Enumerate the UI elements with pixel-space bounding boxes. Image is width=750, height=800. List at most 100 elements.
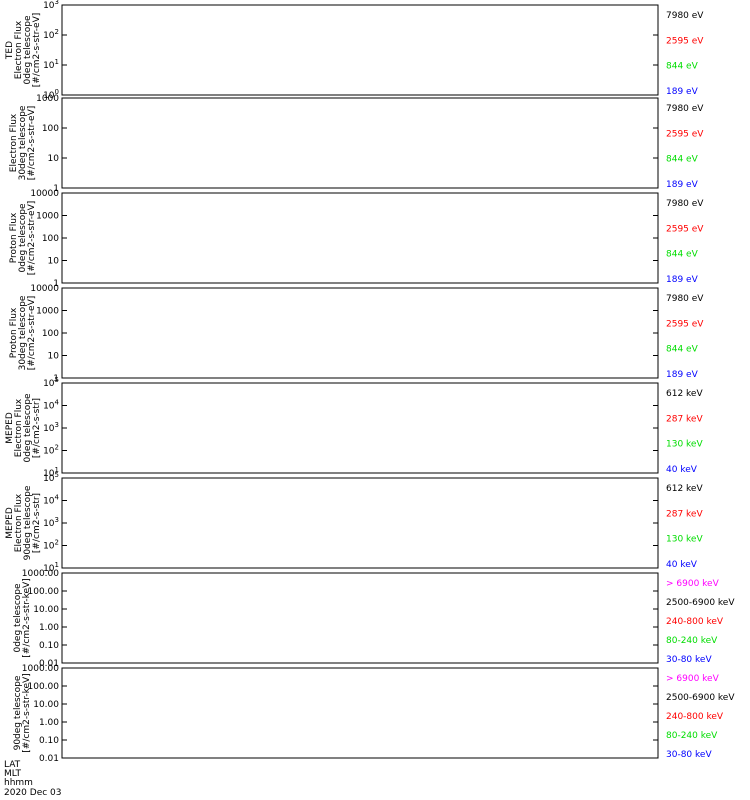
panel-frame [61,572,659,664]
y-tick-label: 1.00 [39,623,59,633]
y-tick-label: 100 [42,329,59,339]
y-tick-label: 0.01 [39,659,59,669]
y-axis-label: Proton Flux [9,212,19,263]
y-tick-label: 101 [43,466,59,479]
legend-entry: 2595 eV [666,36,704,46]
legend-entry: 40 keV [666,465,698,475]
legend-entry: 30-80 keV [666,655,712,665]
y-axis-label: [#/cm2-s-str-keV] [22,578,32,657]
legend-entry: 287 keV [666,509,703,519]
y-tick-label: 1000.00 [22,569,59,579]
y-tick-label: 105 [43,471,59,484]
y-tick-label: 104 [43,399,59,412]
y-axis-label: 30deg telescope [18,295,28,370]
panel-ted-proton-30deg [61,287,659,379]
y-tick-label: 10000 [30,189,59,199]
panel-frame [61,192,659,284]
legend-entry: 30-80 keV [666,750,712,760]
legend-entry: 844 eV [666,62,699,72]
y-axis-label: [#/cm2-s-str-eV] [27,296,37,371]
y-tick-label: 100.00 [28,682,60,692]
y-tick-label: 101 [43,58,59,71]
panel-frame [61,287,659,379]
panel-meped-proton-0deg [61,572,659,664]
panel-frame [61,667,659,759]
y-axis-label: [#/cm2-s-str-eV] [27,106,37,181]
y-axis-label: 0deg telescope [23,15,33,85]
y-tick-label: 103 [43,0,59,11]
panel-frame [61,97,659,189]
legend-entry: 189 eV [666,87,699,97]
y-axis-label: Electron Flux [14,493,24,552]
y-axis-label: 0deg telescope [18,203,28,273]
legend-entry: 7980 eV [666,294,704,304]
legend-entry: 2595 eV [666,224,704,234]
y-tick-label: 0.01 [39,754,59,764]
y-axis-label: [#/cm2-s-str-eV] [32,13,42,88]
y-tick-label: 1 [53,279,59,289]
legend-entry: 40 keV [666,560,698,570]
y-axis-label: Proton Flux [9,307,19,358]
legend-entry: 189 eV [666,180,699,190]
legend-entry: 80-240 keV [666,731,718,741]
panel-ted-electron-0deg [61,4,659,96]
legend-entry: 844 eV [666,345,699,355]
panel-ted-electron-30deg [61,97,659,189]
legend-entry: 844 eV [666,155,699,165]
panel-frame [61,382,659,474]
legend-entry: 2595 eV [666,319,704,329]
legend-entry: 612 keV [666,484,703,494]
y-tick-label: 0.10 [39,641,59,651]
y-axis-label: TED [5,41,15,60]
legend-entry: 240-800 keV [666,617,724,627]
y-axis-label: [#/cm2-s-str-keV] [22,673,32,752]
y-axis-label: 30deg telescope [18,105,28,180]
panel-frame [61,477,659,569]
y-axis-label: [#/cm2-s-str] [32,398,42,458]
legend-entry: > 6900 keV [666,579,720,589]
y-tick-label: 10 [48,352,60,362]
panel-frame [61,4,659,96]
legend-entry: 189 eV [666,275,699,285]
y-axis-label: Electron Flux [14,20,24,79]
panel-meped-electron-90deg [61,477,659,569]
y-tick-label: 1000.00 [22,664,59,674]
legend-entry: 7980 eV [666,11,704,21]
y-axis-label: MEPED [5,507,15,539]
y-tick-label: 101 [43,561,59,574]
legend-entry: > 6900 keV [666,674,720,684]
panel-ted-proton-0deg [61,192,659,284]
panel-meped-proton-90deg [61,667,659,759]
y-tick-label: 1000 [36,307,59,317]
y-tick-label: 1 [53,184,59,194]
date-label: 2020 Dec 03 [4,788,62,798]
footer-row-label: hhmm [4,778,33,788]
y-tick-label: 10.00 [33,605,59,615]
legend-entry: 7980 eV [666,104,704,114]
y-tick-label: 100 [42,124,59,134]
y-axis-label: 90deg telescope [23,485,33,560]
y-tick-label: 100.00 [28,587,60,597]
y-tick-label: 104 [43,494,59,507]
footer-row-label: MLT [4,769,22,779]
legend-entry: 130 keV [666,535,703,545]
y-tick-label: 10.00 [33,700,59,710]
legend-entry: 2595 eV [666,129,704,139]
footer-row-label: LAT [4,760,21,770]
y-tick-label: 1000 [36,212,59,222]
legend-entry: 612 keV [666,389,703,399]
y-tick-label: 10 [48,257,60,267]
y-tick-label: 0.10 [39,736,59,746]
y-tick-label: 10 [48,154,60,164]
y-tick-label: 100 [43,88,59,101]
y-axis-label: Electron Flux [9,113,19,172]
legend-entry: 189 eV [666,370,699,380]
y-tick-label: 1 [53,374,59,384]
legend-entry: 844 eV [666,250,699,260]
y-tick-label: 103 [43,516,59,529]
y-tick-label: 105 [43,376,59,389]
y-tick-label: 1000 [36,94,59,104]
legend-entry: 2500-6900 keV [666,598,735,608]
legend-entry: 2500-6900 keV [666,693,735,703]
